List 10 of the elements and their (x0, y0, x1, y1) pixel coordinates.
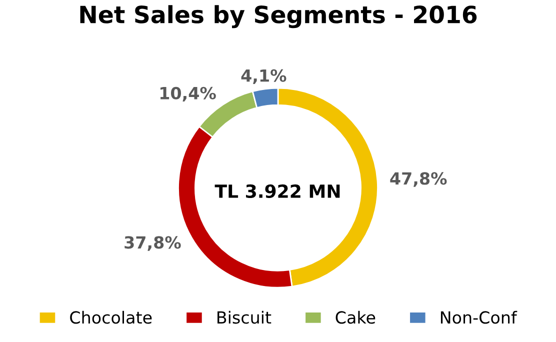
data-label: 10,4% (160, 86, 216, 102)
data-label: 4,1% (241, 69, 286, 84)
legend-label: Biscuit (218, 310, 272, 324)
legend-label: Cake (336, 310, 376, 324)
data-label: 47,8% (390, 172, 447, 187)
text: TL 3.922 MN (214, 184, 340, 198)
legend-label: Chocolate (70, 310, 152, 324)
legend-label: Non-Conf (440, 310, 518, 324)
chart-title: Net Sales by Segments - 2016 (80, 5, 477, 28)
data-label: 37,8% (124, 236, 181, 251)
